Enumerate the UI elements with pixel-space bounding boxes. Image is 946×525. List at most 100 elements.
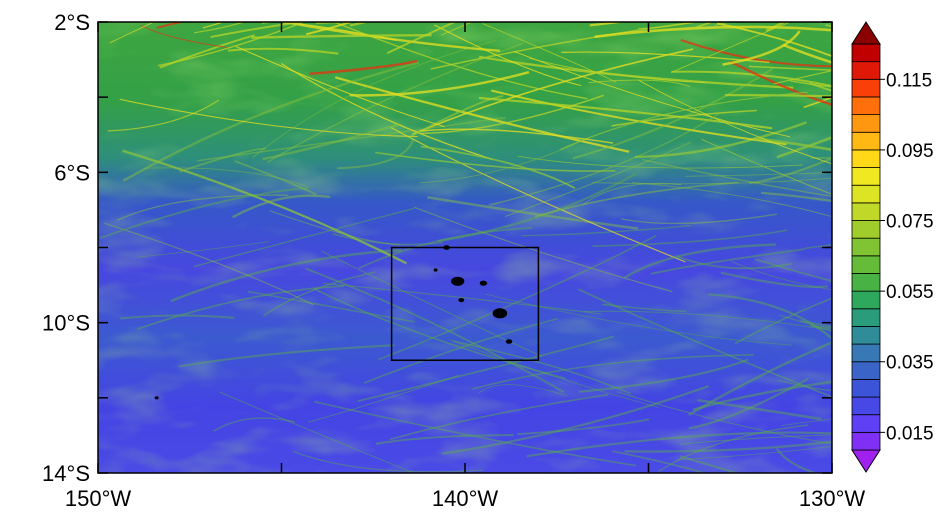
eddy-streak — [534, 181, 739, 218]
eddy-streak — [104, 222, 314, 306]
eddy-streak — [232, 194, 331, 219]
eddy-streak — [680, 434, 832, 445]
eddy-streak — [790, 80, 832, 88]
eddy-streak — [280, 62, 492, 160]
eddy-streak — [485, 293, 793, 346]
eddy-streak — [708, 293, 832, 340]
eddy-streak — [136, 241, 270, 258]
eddy-streak — [390, 127, 686, 263]
eddy-streak — [692, 380, 832, 411]
eddy-streak — [194, 22, 246, 34]
eddy-streak — [688, 377, 809, 430]
colorbar-band — [851, 96, 881, 116]
eddy-streak — [679, 455, 741, 473]
colorbar-band — [851, 343, 881, 363]
island — [492, 308, 508, 319]
eddy-streak — [413, 206, 673, 293]
islands-layer — [154, 245, 513, 400]
eddy-streak — [504, 141, 692, 218]
colorbar-band — [851, 220, 881, 239]
eddy-streak — [321, 250, 543, 358]
eddy-streak — [449, 339, 660, 408]
eddy-streak — [440, 22, 473, 36]
eddy-streak — [323, 282, 602, 315]
eddy-streak — [178, 344, 395, 368]
eddy-streak — [748, 65, 832, 71]
eddy-streak — [441, 385, 710, 455]
eddy-streak — [582, 182, 682, 206]
colorbar-band — [851, 378, 881, 398]
colorbar-tick-label: 0.035 — [886, 353, 934, 374]
eddy-streak — [526, 431, 832, 458]
eddy-streak — [109, 22, 155, 44]
eddy-streak — [658, 424, 809, 473]
eddy-streak — [491, 89, 787, 146]
colorbar-band — [851, 308, 881, 327]
colorbar-band — [851, 361, 881, 380]
eddy-streak — [227, 47, 339, 55]
eddy-streak — [521, 224, 692, 237]
eddy-streak — [332, 233, 443, 246]
eddy-streak — [305, 267, 565, 393]
eddy-streak — [480, 22, 483, 23]
eddy-streak — [631, 181, 832, 218]
eddy-streak — [716, 22, 832, 58]
colorbar — [851, 21, 885, 473]
eddy-streak — [427, 196, 639, 230]
eddy-streak — [307, 374, 460, 423]
island — [458, 298, 465, 303]
eddy-streak — [513, 50, 791, 138]
eddy-streak — [378, 234, 657, 361]
eddy-streak — [116, 194, 289, 221]
eddy-streak — [612, 450, 708, 473]
eddy-streak — [782, 43, 832, 64]
eddy-streak — [638, 22, 697, 29]
eddy-streak — [193, 207, 415, 268]
eddy-streak — [637, 79, 832, 165]
eddy-streak — [156, 22, 187, 29]
colorbar-band — [851, 61, 881, 80]
x-tick-label: 130°W — [799, 486, 866, 511]
eddy-streak — [676, 445, 832, 461]
eddy-streak — [482, 23, 617, 83]
eddy-streak — [722, 30, 801, 66]
eddy-streak — [616, 391, 832, 445]
eddy-streak — [478, 96, 773, 130]
eddy-streak — [119, 98, 418, 138]
eddy-streak — [412, 48, 694, 135]
island — [154, 396, 159, 400]
colorbar-band — [851, 414, 881, 433]
eddy-streak — [680, 39, 832, 68]
colorbar-band — [851, 431, 881, 451]
eddy-streak — [781, 418, 832, 427]
eddy-streak — [179, 147, 266, 173]
map-plot-area — [98, 22, 832, 473]
eddy-streak — [677, 255, 792, 270]
colorbar-band — [851, 237, 881, 257]
colorbar-band — [851, 131, 881, 151]
eddy-streak — [620, 213, 777, 225]
x-tick-label: 140°W — [432, 486, 499, 511]
y-tick-label: 6°S — [54, 160, 90, 185]
eddy-streak — [529, 57, 707, 84]
eddy-streak — [453, 340, 632, 395]
island — [505, 339, 513, 344]
eddy-streak — [671, 70, 832, 87]
y-tick-label: 14°S — [42, 461, 90, 486]
eddy-streak — [804, 243, 832, 250]
colorbar-under-triangle — [851, 449, 881, 473]
eddy-streak — [140, 24, 228, 48]
eddy-streak — [697, 398, 822, 421]
eddy-streak — [624, 243, 776, 279]
axis-ticks — [97, 21, 833, 474]
colorbar-band — [851, 255, 881, 274]
colorbar-tick-label: 0.115 — [886, 70, 932, 91]
colorbar-band — [851, 149, 881, 168]
colorbar-tick-label: 0.015 — [886, 423, 934, 444]
eddy-streak — [262, 22, 275, 24]
colorbar-band — [851, 114, 881, 133]
eddy-streak — [725, 94, 832, 98]
eddy-streak — [583, 310, 832, 332]
eddy-streak — [588, 79, 691, 88]
